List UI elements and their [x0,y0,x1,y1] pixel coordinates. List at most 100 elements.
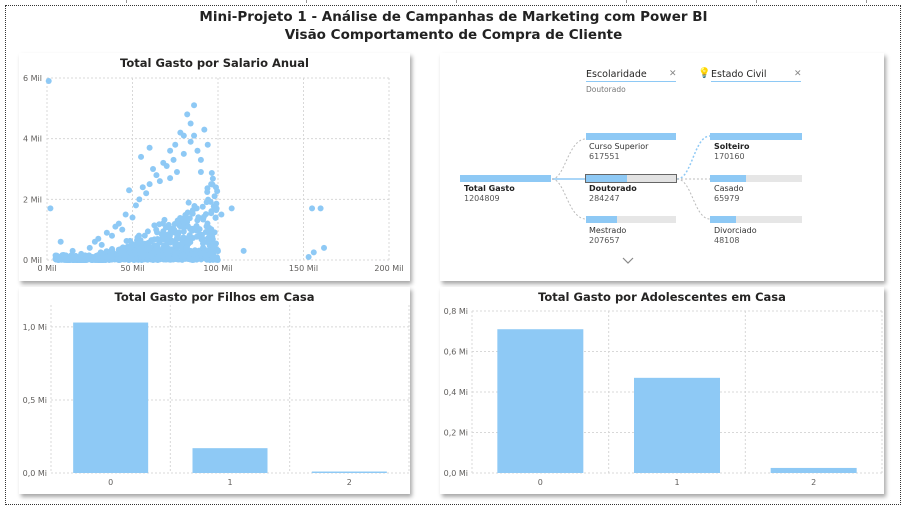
level1-value-1: 284247 [589,194,620,203]
scatter-point [310,249,317,256]
level2-bar-2[interactable] [710,216,802,223]
scatter-point [204,141,211,148]
scatter-point [139,184,146,191]
scatter-point [98,241,105,248]
scatter-cloud-point [163,236,170,243]
scatter-point [201,126,208,133]
scatter-cloud-point [180,234,187,241]
scatter-cloud-point [139,254,146,261]
scatter-cloud-point [186,255,193,262]
scatter-cloud-point [197,250,204,257]
scatter-point [187,138,194,145]
scatter-cloud-point [179,239,186,246]
level1-selected: Doutorado [586,85,626,94]
scatter-point [95,235,102,242]
scatter-cloud-point [118,251,125,258]
scatter-point [143,190,150,197]
scatter-cloud-point [154,229,161,236]
scatter-point [317,205,324,212]
scatter-point [45,78,52,85]
scatter-cloud-point [154,243,161,250]
scatter-cloud-point [158,231,165,238]
children-bar-chart[interactable]: 0,0 Mi 0,5 Mi 1,0 Mi 0 1 2 [19,287,410,494]
root-bar[interactable] [460,175,551,182]
scatter-cloud-point [210,241,217,248]
scatter-cloud-point [209,254,216,261]
root-value: 1204809 [464,194,500,203]
level2-label-2: Divorciado [714,226,757,235]
scatter-cloud-point [137,237,144,244]
scatter-cloud-point [131,247,138,254]
scatter-cloud-point [186,215,193,222]
bar [634,377,720,473]
y-tick-label: 6 Mil [23,74,42,83]
scatter-cloud-point [199,244,206,251]
y-tick-label: 1,0 Mi [23,323,47,332]
scatter-cloud-point [145,239,152,246]
scatter-cloud-point [119,244,126,251]
level1-label-2: Mestrado [589,226,627,235]
level2-bar-1[interactable] [710,175,802,182]
bar [192,448,268,473]
scatter-cloud-point [185,199,192,206]
scatter-point [197,169,204,176]
scatter-point [184,111,191,118]
level1-label-1: Doutorado [589,184,637,193]
scatter-point [78,250,85,257]
lightbulb-icon[interactable]: 💡 [698,68,711,79]
report-frame [5,5,901,505]
y-tick-label: 0,5 Mi [23,396,47,405]
scatter-point [180,132,187,139]
report-subtitle: Visão Comportamento de Compra de Cliente [284,27,623,43]
scatter-point [305,253,312,260]
scatter-cloud-point [123,237,130,244]
scatter-point [115,220,122,227]
scatter-cloud-point [210,203,217,210]
x-tick-label: 100 Mil [203,264,232,273]
level2-close-icon[interactable]: ✕ [794,69,802,79]
children-chart-title: Total Gasto por Filhos em Casa [114,290,315,304]
level1-bar-1[interactable] [585,174,677,183]
scatter-cloud-point [157,236,164,243]
scatter-card[interactable]: Total Gasto por Salario Anual 0 Mil 50 Mi… [19,53,410,281]
scatter-cloud-point [84,253,91,260]
scatter-cloud-point [100,253,107,260]
level2-header[interactable]: Estado Civil [711,69,801,82]
teens-chart-card[interactable]: Total Gasto por Adolescentes em Casa 0,0… [440,287,884,494]
scatter-point [187,120,194,127]
level1-header[interactable]: Escolaridade [586,69,676,82]
x-tick-label: 50 Mil [120,264,144,273]
teens-bar-chart[interactable]: 0,0 Mi 0,2 Mi 0,4 Mi 0,6 Mi 0,8 Mi 0 1 2 [440,287,884,494]
children-chart-card[interactable]: Total Gasto por Filhos em Casa 0,0 Mi 0,5… [19,287,410,494]
scatter-cloud-point [179,251,186,258]
scatter-point [86,244,93,251]
scatter-cloud-point [199,203,206,210]
level1-label-0: Curso Superior [589,142,649,151]
scatter-cloud-point [171,226,178,233]
scatter-title: Total Gasto por Salario Anual [120,56,309,70]
x-tick-label: 0 Mil [38,264,57,273]
bar [311,471,387,473]
scatter-point [153,172,160,179]
scatter-point [132,202,139,209]
level2-label-0: Solteiro [714,142,750,151]
scatter-point [180,150,187,157]
y-tick-label: 4 Mil [23,135,42,144]
root-label: Total Gasto [464,184,515,193]
scatter-cloud-point [212,184,219,191]
level2-bar-0[interactable] [710,133,802,140]
y-tick-label: 0,2 Mi [444,429,468,438]
scatter-point [156,178,163,185]
level1-bar-2[interactable] [586,216,676,223]
scatter-point [52,252,59,259]
chevron-down-icon[interactable] [620,255,636,267]
scatter-point [122,211,129,218]
level1-bar-0[interactable] [586,133,676,140]
level1-close-icon[interactable]: ✕ [669,69,677,79]
scatter-cloud-point [78,255,85,262]
y-tick-label: 0,0 Mi [23,469,47,478]
scatter-point [218,211,225,218]
scatter-plot[interactable]: 0 Mil 50 Mil 100 Mil 150 Mil 200 Mil 0 Mil 2 M… [19,53,410,281]
decomposition-tree-card[interactable]: Escolaridade ✕ Doutorado 💡 Estado Civil … [440,53,884,281]
scatter-cloud-point [196,231,203,238]
